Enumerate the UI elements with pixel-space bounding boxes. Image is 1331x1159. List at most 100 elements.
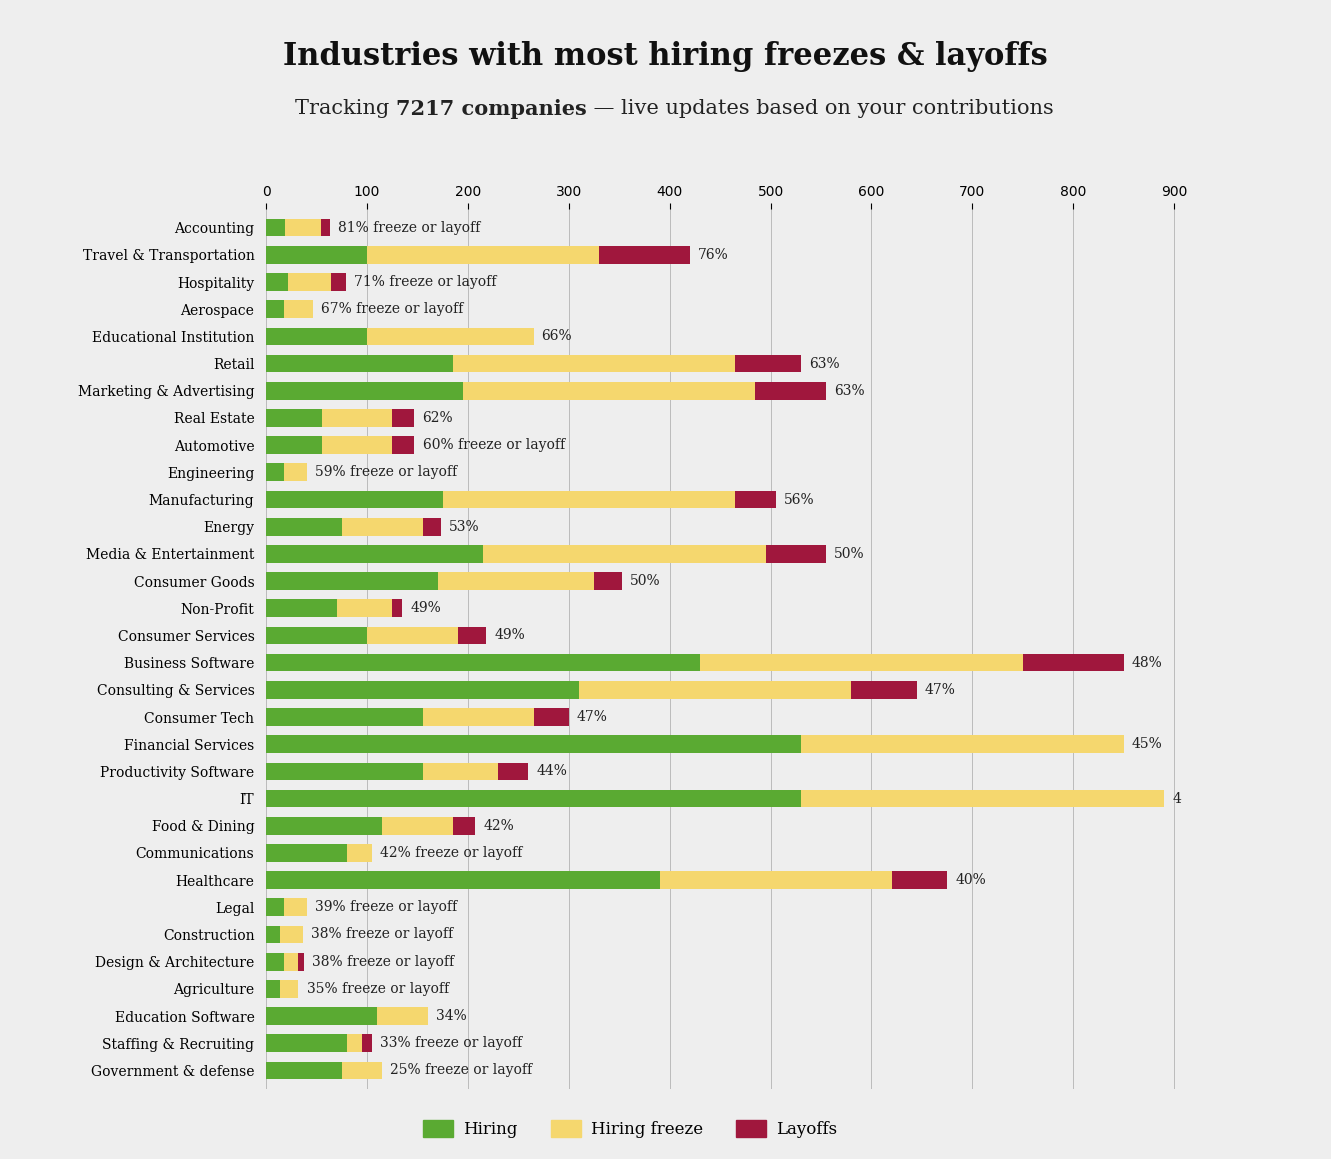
Bar <box>266 382 463 400</box>
Bar <box>321 219 330 236</box>
Bar <box>458 627 486 644</box>
Bar <box>266 654 700 671</box>
Bar <box>393 599 402 617</box>
Bar <box>266 518 342 535</box>
Text: 47%: 47% <box>925 683 956 697</box>
Bar <box>700 654 1022 671</box>
Bar <box>453 817 475 834</box>
Legend: Hiring, Hiring freeze, Layoffs: Hiring, Hiring freeze, Layoffs <box>417 1113 844 1145</box>
Text: 50%: 50% <box>835 547 865 561</box>
Bar <box>266 355 453 372</box>
Bar <box>756 382 827 400</box>
Text: 40%: 40% <box>956 873 986 887</box>
Bar <box>266 763 422 780</box>
Text: 53%: 53% <box>449 519 479 533</box>
Text: 66%: 66% <box>542 329 572 343</box>
Bar <box>362 1034 373 1052</box>
Bar <box>852 681 917 699</box>
Bar <box>266 573 438 590</box>
Bar <box>266 681 579 699</box>
Text: 38% freeze or layoff: 38% freeze or layoff <box>311 955 454 969</box>
Bar <box>266 409 322 427</box>
Text: 47%: 47% <box>576 710 608 724</box>
Bar <box>422 518 441 535</box>
Bar <box>266 844 347 862</box>
Bar <box>322 409 393 427</box>
Text: 63%: 63% <box>809 357 840 371</box>
Text: 4: 4 <box>1173 792 1181 806</box>
Text: 49%: 49% <box>494 628 524 642</box>
Text: 25% freeze or layoff: 25% freeze or layoff <box>390 1064 532 1078</box>
Bar <box>285 898 306 916</box>
Bar <box>266 246 367 263</box>
Bar <box>735 355 801 372</box>
Bar <box>1022 654 1123 671</box>
Bar <box>266 599 337 617</box>
Bar <box>599 246 689 263</box>
Bar <box>377 1007 427 1025</box>
Bar <box>438 573 594 590</box>
Bar <box>735 490 776 509</box>
Bar <box>422 763 498 780</box>
Text: Industries with most hiring freezes & layoffs: Industries with most hiring freezes & la… <box>284 41 1047 72</box>
Bar <box>266 219 285 236</box>
Bar <box>266 872 660 889</box>
Text: 45%: 45% <box>1131 737 1162 751</box>
Bar <box>266 953 285 970</box>
Text: 49%: 49% <box>410 602 441 615</box>
Bar <box>801 735 1123 753</box>
Bar <box>285 219 321 236</box>
Text: 33% freeze or layoff: 33% freeze or layoff <box>381 1036 522 1050</box>
Bar <box>347 1034 362 1052</box>
Text: 76%: 76% <box>697 248 728 262</box>
Text: 44%: 44% <box>536 765 567 779</box>
Bar <box>266 1062 342 1079</box>
Text: 81% freeze or layoff: 81% freeze or layoff <box>338 220 480 234</box>
Bar <box>367 328 534 345</box>
Bar <box>342 1062 382 1079</box>
Bar <box>266 1007 377 1025</box>
Text: 56%: 56% <box>784 493 815 506</box>
Text: 67% freeze or layoff: 67% freeze or layoff <box>321 302 463 316</box>
Text: 35% freeze or layoff: 35% freeze or layoff <box>306 982 449 996</box>
Bar <box>266 708 422 726</box>
Bar <box>266 274 289 291</box>
Bar <box>298 953 303 970</box>
Text: — live updates based on your contributions: — live updates based on your contributio… <box>587 99 1054 117</box>
Bar <box>765 545 827 563</box>
Bar <box>443 490 735 509</box>
Bar <box>579 681 852 699</box>
Bar <box>483 545 765 563</box>
Bar <box>266 490 443 509</box>
Text: 59% freeze or layoff: 59% freeze or layoff <box>314 465 457 480</box>
Text: 38% freeze or layoff: 38% freeze or layoff <box>310 927 453 941</box>
Bar <box>342 518 422 535</box>
Text: 50%: 50% <box>631 574 662 588</box>
Bar <box>285 300 313 318</box>
Text: Tracking: Tracking <box>295 99 397 117</box>
Bar <box>266 464 285 481</box>
Bar <box>382 817 453 834</box>
Bar <box>892 872 948 889</box>
Bar <box>367 627 458 644</box>
Bar <box>266 981 281 998</box>
Text: 34%: 34% <box>435 1009 466 1023</box>
Bar <box>266 817 382 834</box>
Text: 63%: 63% <box>835 384 865 398</box>
Bar <box>453 355 735 372</box>
Bar <box>266 735 801 753</box>
Bar <box>266 789 801 808</box>
Bar <box>266 627 367 644</box>
Bar <box>281 926 302 943</box>
Text: 48%: 48% <box>1131 656 1162 670</box>
Bar <box>367 246 599 263</box>
Bar <box>801 789 1165 808</box>
Text: 42% freeze or layoff: 42% freeze or layoff <box>381 846 523 860</box>
Bar <box>337 599 393 617</box>
Bar <box>266 1034 347 1052</box>
Bar <box>266 545 483 563</box>
Bar <box>594 573 623 590</box>
Text: 60% freeze or layoff: 60% freeze or layoff <box>422 438 564 452</box>
Bar <box>660 872 892 889</box>
Bar <box>266 328 367 345</box>
